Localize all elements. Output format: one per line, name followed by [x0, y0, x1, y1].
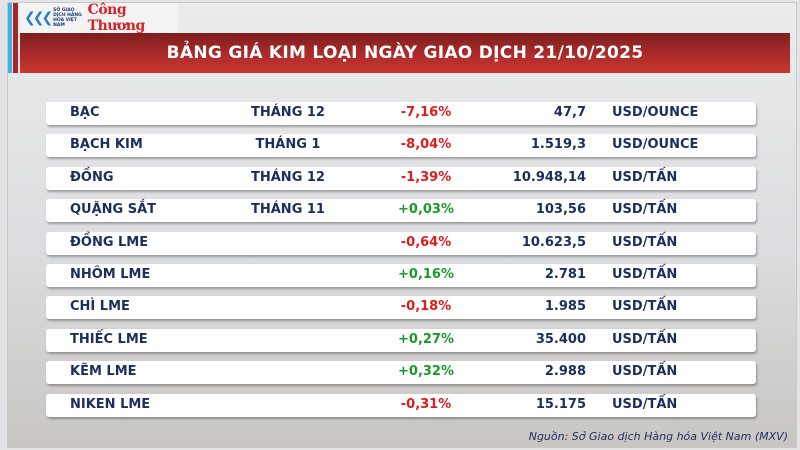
price-value: 10.623,5 [521, 234, 586, 250]
price-unit: USD/OUNCE [612, 137, 699, 153]
price-value: 103,56 [535, 202, 586, 218]
change-percent: +0,16% [398, 267, 454, 282]
cong-thuong-logo: Công Thương [87, 2, 146, 34]
metal-name: NHÔM LME [70, 267, 151, 282]
price-unit: USD/TẤN [612, 331, 678, 347]
price-unit: USD/TẤN [612, 299, 678, 315]
page-title: BẢNG GIÁ KIM LOẠI NGÀY GIAO DỊCH 21/10/2… [166, 43, 644, 63]
metal-name: ĐỒNG [70, 169, 114, 185]
price-value: 2.781 [544, 267, 586, 282]
metal-name: BẠC [70, 105, 100, 120]
price-unit: USD/TẤN [612, 267, 678, 282]
price-value: 47,7 [553, 105, 586, 120]
change-percent: -0,18% [400, 299, 452, 315]
contract-month: THÁNG 11 [251, 202, 325, 218]
change-percent: -0,31% [400, 396, 452, 412]
change-percent: +0,27% [398, 331, 454, 347]
change-percent: +0,32% [398, 364, 454, 380]
metal-name: CHÌ LME [70, 299, 130, 315]
table-row: BẠCH KIM THÁNG 1 -8,04% 1.519,3 USD/OUNC… [46, 134, 756, 158]
price-unit: USD/TẤN [612, 364, 678, 380]
source-note: Nguồn: Sở Giao dịch Hàng hóa Việt Nam (M… [528, 430, 788, 443]
table-row: QUẶNG SẮT THÁNG 11 +0,03% 103,56 USD/TẤN [46, 199, 756, 223]
contract-month: THÁNG 12 [251, 105, 325, 120]
change-percent: -7,16% [400, 105, 452, 120]
table-row: CHÌ LME -0,18% 1.985 USD/TẤN [46, 296, 756, 320]
price-value: 10.948,14 [512, 169, 586, 185]
table-row: THIẾC LME +0,27% 35.400 USD/TẤN [46, 328, 756, 352]
change-percent: +0,03% [398, 202, 454, 218]
contract-month: THÁNG 12 [251, 169, 325, 185]
change-percent: -1,39% [400, 169, 452, 185]
price-unit: USD/TẤN [612, 169, 678, 185]
accent-bar-cyan [8, 3, 12, 73]
price-value: 1.985 [544, 299, 586, 315]
table-row: ĐỒNG THÁNG 12 -1,39% 10.948,14 USD/TẤN [46, 166, 756, 190]
price-unit: USD/TẤN [612, 202, 678, 218]
table-row: BẠC THÁNG 12 -7,16% 47,7 USD/OUNCE [46, 102, 756, 125]
price-unit: USD/OUNCE [612, 105, 699, 120]
logo-org-text: SỞ GIAO DỊCH HÀNG HÓA VIỆT NAM [53, 8, 82, 28]
metal-name: ĐỒNG LME [70, 234, 149, 250]
price-unit: USD/TẤN [612, 396, 678, 412]
change-percent: -8,04% [400, 137, 452, 153]
table-row: ĐỒNG LME -0,64% 10.623,5 USD/TẤN [46, 231, 756, 255]
metal-name: QUẶNG SẮT [70, 202, 157, 218]
contract-month: THÁNG 1 [255, 137, 321, 153]
metal-name: THIẾC LME [70, 331, 148, 347]
metal-name: BẠCH KIM [70, 137, 143, 153]
price-value: 35.400 [535, 331, 586, 347]
price-value: 15.175 [535, 396, 586, 412]
change-percent: -0,64% [400, 234, 452, 250]
table-row: NIKEN LME -0,31% 15.175 USD/TẤN [46, 393, 756, 417]
logo-area: ❮❮❮ SỞ GIAO DỊCH HÀNG HÓA VIỆT NAM Công … [20, 2, 178, 34]
mxv-logo-icon: ❮❮❮ [24, 10, 53, 26]
price-unit: USD/TẤN [612, 234, 678, 250]
accent-bar-red [13, 3, 18, 73]
metal-name: NIKEN LME [70, 396, 151, 412]
price-value: 1.519,3 [530, 137, 586, 153]
metal-name: KẼM LME [70, 364, 137, 380]
table-row: KẼM LME +0,32% 2.988 USD/TẤN [46, 361, 756, 385]
price-value: 2.988 [544, 364, 586, 380]
title-band: BẢNG GIÁ KIM LOẠI NGÀY GIAO DỊCH 21/10/2… [20, 33, 790, 73]
table-row: NHÔM LME +0,16% 2.781 USD/TẤN [46, 264, 756, 287]
